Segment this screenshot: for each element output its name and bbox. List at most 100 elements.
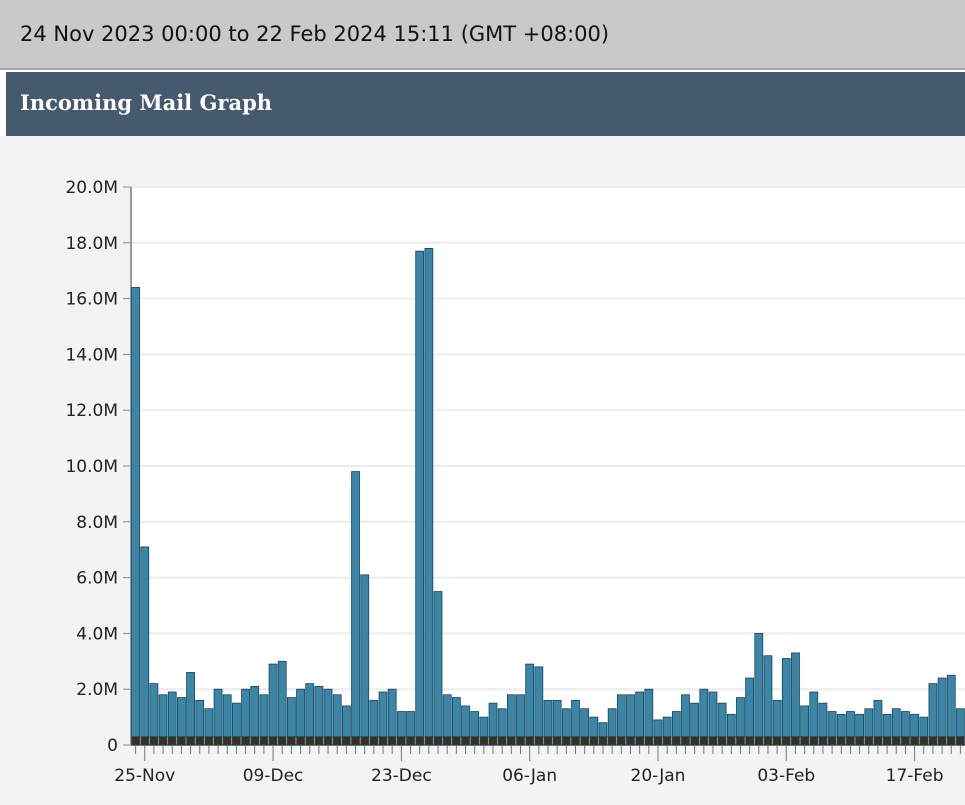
bar: [369, 736, 379, 746]
bar: [552, 699, 562, 738]
bar: [616, 694, 626, 738]
bar: [433, 591, 443, 738]
bar: [607, 736, 617, 746]
bar: [131, 287, 140, 738]
bar: [763, 655, 773, 738]
bar: [369, 699, 379, 738]
bar: [726, 713, 736, 738]
bar: [671, 736, 681, 746]
bar: [543, 736, 553, 746]
bar: [644, 688, 654, 738]
bar: [287, 736, 296, 746]
bar: [516, 736, 525, 746]
bar: [653, 736, 663, 746]
bar: [149, 736, 159, 746]
bar: [662, 716, 672, 738]
bar: [580, 708, 590, 738]
bar: [571, 736, 580, 746]
y-tick-label: 8.0M: [76, 513, 118, 533]
bar: [241, 688, 250, 738]
bar: [396, 711, 406, 738]
bar: [378, 736, 388, 746]
bar: [424, 736, 434, 746]
bar: [910, 713, 919, 738]
bar: [332, 736, 342, 746]
bar: [177, 736, 186, 746]
bar: [213, 688, 223, 738]
bar: [827, 711, 837, 738]
bar: [470, 711, 480, 738]
bar: [873, 699, 883, 738]
bar: [882, 736, 892, 746]
bar: [772, 736, 782, 746]
bar: [268, 736, 278, 746]
bar: [259, 694, 269, 738]
bar: [433, 736, 443, 746]
bar: [699, 736, 709, 746]
bar: [543, 699, 553, 738]
bar: [277, 736, 287, 746]
x-tick-label: 03-Feb: [757, 766, 815, 786]
bar: [195, 699, 205, 738]
bar: [305, 683, 315, 738]
bar: [479, 716, 489, 738]
bar: [882, 713, 892, 738]
bar: [681, 736, 690, 746]
bar: [873, 736, 883, 746]
bar: [158, 694, 168, 738]
y-tick-label: 6.0M: [76, 569, 118, 589]
bar: [149, 683, 159, 738]
bar: [937, 677, 947, 738]
bar: [552, 736, 562, 746]
bar: [268, 663, 278, 738]
bar: [699, 688, 709, 738]
bar: [323, 736, 333, 746]
bar: [956, 736, 965, 746]
bar: [314, 686, 324, 738]
bar: [919, 716, 929, 738]
bar: [571, 699, 580, 738]
bar: [607, 708, 617, 738]
bar: [387, 688, 397, 738]
bar: [671, 711, 681, 738]
date-range: 24 Nov 2023 00:00 to 22 Feb 2024 15:11 (…: [20, 22, 610, 46]
x-tick-label: 06-Jan: [502, 766, 557, 786]
bar: [681, 694, 690, 738]
bar: [378, 691, 388, 738]
bar: [516, 694, 525, 738]
bar: [736, 697, 745, 738]
bar: [415, 250, 425, 738]
bar: [589, 716, 599, 738]
bar: [525, 736, 535, 746]
bar: [726, 736, 736, 746]
x-tick-label: 20-Jan: [631, 766, 686, 786]
y-tick-label: 16.0M: [65, 290, 118, 310]
x-tick-label: 09-Dec: [243, 766, 304, 786]
bar: [708, 691, 718, 738]
y-tick-label: 4.0M: [76, 624, 118, 644]
x-tick-label: 23-Dec: [371, 766, 432, 786]
bar: [451, 736, 461, 746]
bar: [506, 736, 516, 746]
bar: [204, 708, 214, 738]
bar: [937, 736, 947, 746]
bar: [846, 736, 855, 746]
bar: [296, 688, 305, 738]
bar: [791, 736, 800, 746]
bar: [140, 736, 150, 746]
bar: [745, 736, 755, 746]
bar: [461, 736, 470, 746]
bar: [277, 660, 287, 738]
bar: [479, 736, 489, 746]
bar: [754, 632, 764, 738]
bar: [250, 736, 260, 746]
bar: [946, 674, 956, 738]
bar: [488, 736, 498, 746]
bar: [946, 736, 956, 746]
bar: [461, 705, 470, 738]
bar: [287, 697, 296, 738]
bar: [451, 697, 461, 738]
bar: [754, 736, 764, 746]
bar: [928, 736, 938, 746]
bar: [662, 736, 672, 746]
